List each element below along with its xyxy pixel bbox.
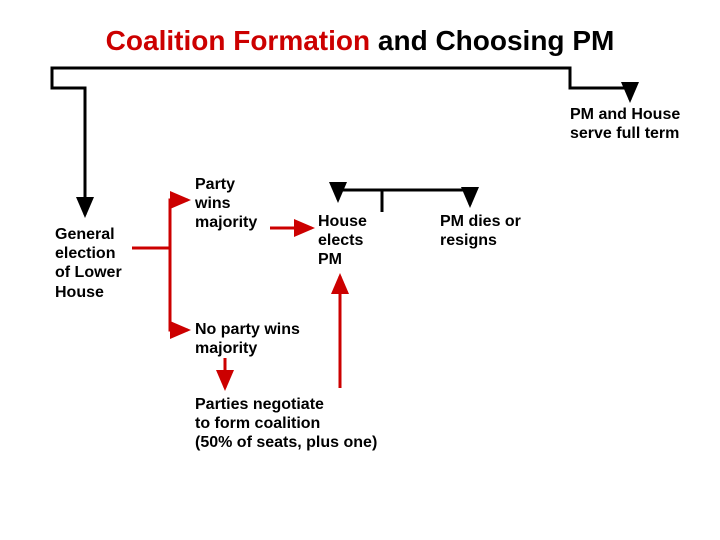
conn-title-to-general — [52, 68, 555, 215]
label-pm-dies: PM dies or resigns — [440, 212, 521, 250]
conn-general-to-noparty — [132, 248, 188, 330]
label-no-party: No party wins majority — [195, 320, 300, 358]
label-pm-house-term: PM and House serve full term — [570, 105, 680, 143]
label-negotiate: Parties negotiate to form coalition (50%… — [195, 395, 377, 453]
conn-title-to-term — [555, 68, 630, 100]
conn-elects-up-right — [382, 190, 470, 205]
conn-general-to-partywins — [132, 200, 188, 248]
label-general-election: General election of Lower House — [55, 225, 122, 302]
label-house-elects: House elects PM — [318, 212, 367, 270]
label-party-wins: Party wins majority — [195, 175, 257, 233]
diagram-stage: Coalition Formation and Choosing PM — [0, 0, 720, 540]
conn-elects-up-left — [338, 190, 382, 212]
